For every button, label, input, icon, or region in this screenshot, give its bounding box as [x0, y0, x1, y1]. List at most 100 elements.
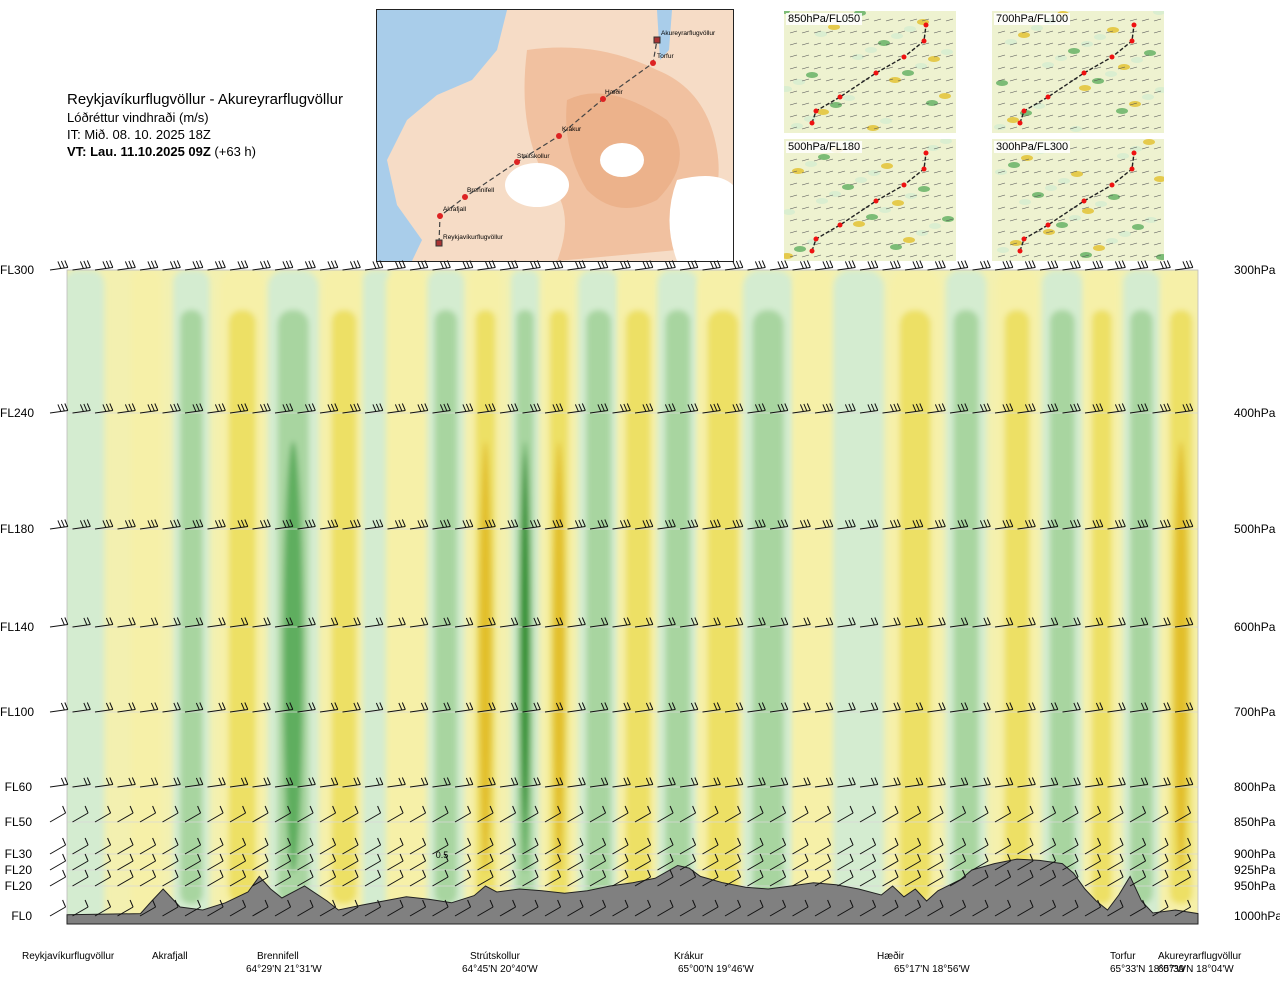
barb-staff — [634, 266, 653, 271]
band-11 — [543, 270, 575, 924]
barb-feather — [128, 519, 133, 528]
barb-staff — [342, 266, 361, 271]
barb-feather — [979, 261, 984, 269]
barb-0-39 — [927, 260, 946, 271]
barb-staff — [1129, 844, 1146, 855]
barb-staff — [94, 783, 113, 788]
barb-feather — [536, 617, 541, 625]
barb-feather — [514, 777, 519, 785]
barb-feather — [984, 805, 989, 814]
barb-staff — [409, 906, 426, 917]
inset-barb — [1021, 242, 1030, 246]
barb-2-31 — [747, 519, 766, 530]
barb-feather — [285, 617, 290, 626]
inset-barb — [813, 170, 822, 174]
inset-barb — [1009, 206, 1018, 210]
barb-feather — [398, 617, 403, 626]
inset-barb — [897, 146, 906, 150]
barb-feather — [874, 777, 879, 785]
inset-blob — [815, 31, 827, 37]
inset-waypoint-0 — [1017, 248, 1023, 254]
barb-staff — [342, 860, 359, 871]
barb-staff — [927, 708, 946, 713]
barb-feather — [1163, 260, 1168, 269]
inset-barb — [909, 18, 918, 22]
barb-feather — [806, 777, 811, 785]
inset-blob — [792, 168, 804, 174]
inset-barb — [1081, 90, 1090, 94]
barb-feather — [443, 702, 448, 711]
barb-feather — [289, 403, 294, 411]
barb-4-24 — [589, 702, 609, 713]
barb-feather — [79, 261, 84, 269]
barb-feather — [964, 260, 969, 268]
barb-feather — [960, 260, 965, 269]
barb-staff — [747, 525, 766, 530]
barb-10-2 — [94, 899, 112, 917]
barb-3-10 — [274, 617, 294, 628]
barb-7-7 — [207, 837, 224, 855]
barb-4-49 — [1152, 702, 1171, 713]
barb-feather — [102, 520, 107, 528]
inset-barb — [849, 194, 858, 198]
barb-staff — [1107, 708, 1126, 713]
barb-feather — [1029, 837, 1034, 846]
barb-feather — [780, 519, 785, 528]
barb-feather — [872, 869, 877, 878]
barb-9-29 — [702, 869, 719, 887]
barb-feather — [105, 519, 110, 528]
barb-feather — [147, 261, 152, 269]
inset-barb — [1069, 114, 1078, 118]
barb-feather — [957, 404, 962, 412]
barb-staff — [1129, 860, 1146, 871]
barb-feather — [849, 853, 854, 862]
inset-barb — [897, 218, 906, 222]
barb-2-11 — [297, 519, 316, 530]
barb-feather — [803, 403, 808, 412]
inset-barb — [801, 242, 810, 246]
inset-blob — [903, 237, 915, 243]
barb-staff — [949, 783, 968, 788]
barb-staff — [117, 812, 134, 823]
barb-feather — [1029, 853, 1034, 862]
barb-feather — [399, 869, 404, 878]
inset-barb — [1069, 206, 1078, 210]
barb-staff — [544, 623, 563, 628]
barb-feather — [825, 403, 830, 412]
barb-1-17 — [432, 403, 451, 414]
barb-staff — [162, 783, 181, 788]
inset-barb — [789, 102, 798, 106]
inset-barb — [861, 126, 870, 130]
inset-waypoint-0 — [809, 120, 815, 126]
barb-feather — [664, 404, 669, 412]
barb-feather — [83, 777, 88, 786]
barb-staff — [544, 860, 561, 871]
barb-feather — [1166, 617, 1171, 625]
inset-barb — [897, 126, 906, 130]
barb-feather — [330, 260, 335, 269]
barb-feather — [827, 805, 832, 814]
barb-feather — [600, 519, 605, 528]
barb-7-25 — [612, 837, 629, 855]
barb-6-15 — [387, 805, 404, 823]
barb-9-42 — [994, 869, 1012, 887]
barb-staff — [117, 906, 134, 917]
barb-6-31 — [747, 805, 764, 823]
chart-header: Reykjavíkurflugvöllur - Akureyrarflugvöl… — [67, 90, 343, 160]
barb-10-17 — [432, 899, 449, 917]
barb-staff — [792, 860, 809, 871]
inset-blob — [1069, 215, 1081, 221]
barb-feather — [1119, 869, 1124, 878]
barb-feather — [604, 777, 609, 785]
barb-staff — [499, 266, 518, 271]
barb-feather — [1144, 260, 1149, 268]
inset-barb — [849, 230, 858, 234]
waypoint-name-6: Torfur — [1110, 951, 1136, 962]
barb-feather — [739, 777, 744, 785]
barb-staff — [94, 409, 113, 414]
barb-4-13 — [342, 702, 361, 713]
inset-barb — [933, 18, 942, 22]
inset-barb — [837, 158, 846, 162]
inset-barb — [801, 30, 810, 34]
barb-feather — [195, 777, 200, 786]
